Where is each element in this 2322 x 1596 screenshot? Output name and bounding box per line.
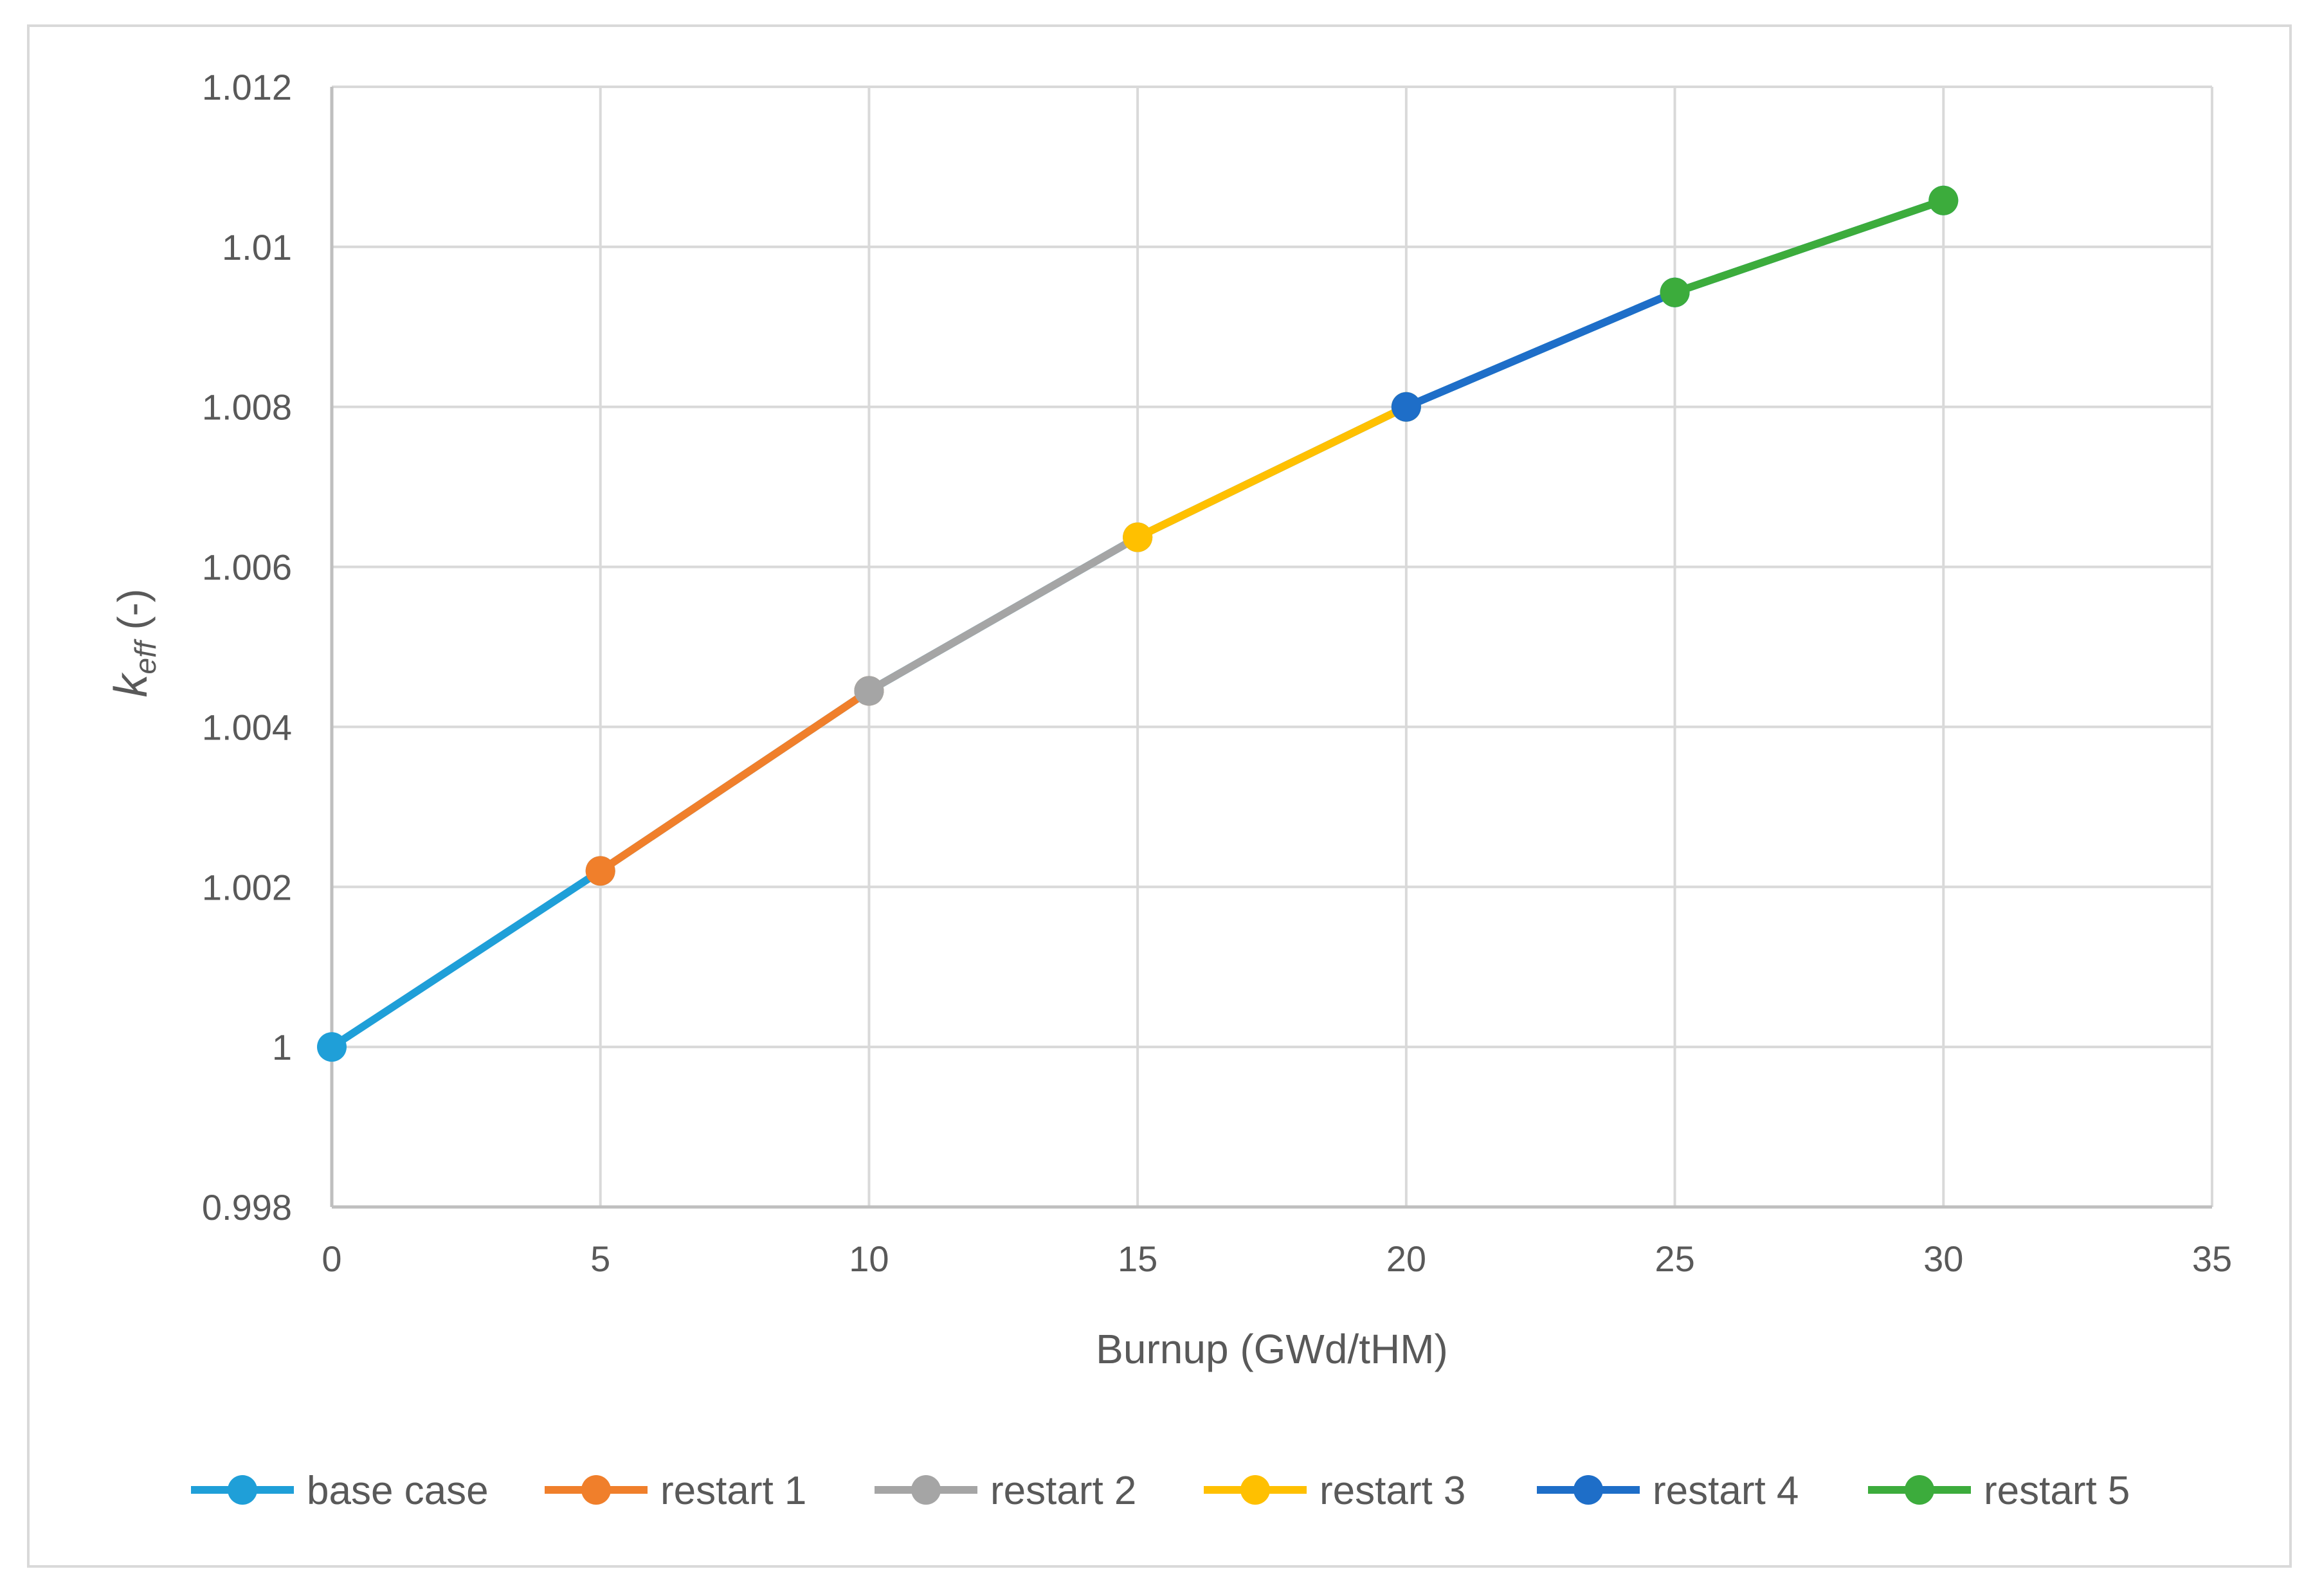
y-tick-label: 0.998 (202, 1187, 292, 1228)
series-line (1671, 196, 1948, 296)
x-axis-title: Burnup (GWd/tHM) (1096, 1326, 1448, 1372)
series-line (596, 687, 873, 875)
legend-label: base case (307, 1469, 489, 1513)
y-axis-title-sub: eff (129, 639, 162, 674)
y-tick-label: 1.008 (202, 387, 292, 428)
legend-item: restart 1 (545, 1469, 806, 1513)
x-tick-label: 25 (1655, 1238, 1694, 1279)
chart-frame (27, 24, 2292, 1568)
data-point (1928, 185, 1959, 215)
y-axis-title: keff (-) (105, 589, 162, 698)
y-tick-label: 1.006 (202, 547, 292, 588)
y-tick-label: 1.01 (222, 227, 292, 268)
tick-labels: 0 5 10 15 20 25 30 35 0.998 1 1.002 1.004 1.006 1.008… (202, 67, 2232, 1279)
y-tick-label: 1.012 (202, 67, 292, 107)
series-restart-3 (1123, 392, 1421, 552)
legend-label: restart 1 (660, 1469, 806, 1513)
data-point (1391, 392, 1421, 422)
legend-swatch-marker (228, 1475, 257, 1505)
legend-label: restart 5 (1984, 1469, 2130, 1513)
legend-item: restart 4 (1537, 1469, 1799, 1513)
series-restart-1 (585, 676, 884, 886)
x-tick-label: 35 (2192, 1238, 2232, 1279)
x-tick-label: 10 (849, 1238, 889, 1279)
legend-label: restart 2 (990, 1469, 1136, 1513)
series-line (1134, 403, 1410, 541)
data-point (854, 676, 884, 706)
legend-swatch-marker (911, 1475, 941, 1505)
x-tick-label: 0 (322, 1238, 341, 1279)
legend-item: base case (191, 1469, 489, 1513)
x-tick-label: 30 (1923, 1238, 1963, 1279)
y-tick-label: 1 (272, 1027, 292, 1067)
x-tick-label: 20 (1386, 1238, 1426, 1279)
y-axis-title-suffix: (-) (109, 589, 156, 642)
data-point (1660, 277, 1690, 307)
legend-swatch-marker (1905, 1475, 1934, 1505)
y-tick-label: 1.004 (202, 707, 292, 747)
series-restart-5 (1660, 185, 1959, 307)
data-point (317, 1032, 347, 1062)
legend-swatch-marker (1240, 1475, 1270, 1505)
series-line (1402, 288, 1679, 411)
y-axis-title-main: k (105, 671, 157, 697)
legend-item: restart 2 (875, 1469, 1136, 1513)
svg-text:keff (-): keff (-) (105, 589, 162, 698)
legend: base case restart 1 restart 2 restart 3 rest… (191, 1469, 2130, 1513)
grid (332, 86, 2213, 1207)
y-tick-label: 1.002 (202, 867, 292, 907)
series-line (865, 533, 1142, 695)
legend-swatch-marker (581, 1475, 611, 1505)
legend-item: restart 3 (1204, 1469, 1465, 1513)
legend-item: restart 5 (1868, 1469, 2130, 1513)
axes (330, 87, 2212, 1209)
series-restart-2 (854, 522, 1153, 706)
x-tick-label: 15 (1118, 1238, 1157, 1279)
legend-swatch-marker (1574, 1475, 1603, 1505)
x-tick-label: 5 (590, 1238, 610, 1279)
data-point (1123, 522, 1153, 552)
data-point (585, 856, 615, 886)
series-layer (317, 185, 1959, 1062)
legend-label: restart 3 (1320, 1469, 1465, 1513)
legend-label: restart 4 (1653, 1469, 1799, 1513)
series-restart-4 (1391, 277, 1690, 422)
